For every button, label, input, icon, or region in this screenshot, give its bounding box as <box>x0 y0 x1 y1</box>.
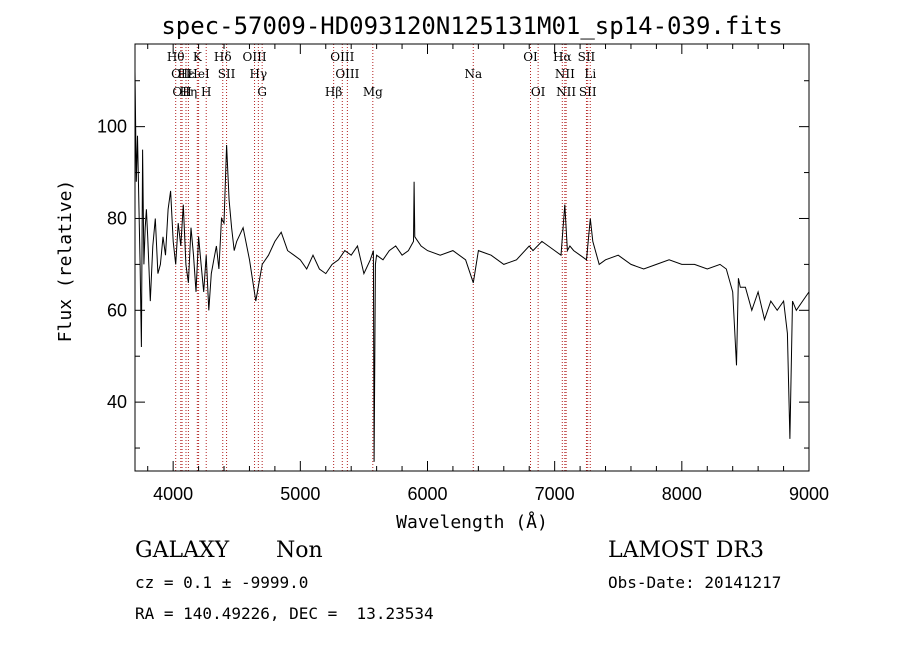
x-axis-ticks: 4000 5000 6000 7000 8000 9000 <box>147 44 829 504</box>
y-tick-label: 40 <box>107 392 127 412</box>
spectrum-series-line <box>134 71 810 462</box>
redshift-readout: cz = 0.1 ± -9999.0 <box>135 573 309 592</box>
spectral-line-label: Hα <box>553 50 572 64</box>
x-tick-label: 4000 <box>153 484 193 504</box>
x-axis-label: Wavelength (Å) <box>396 511 548 533</box>
object-class: GALAXY <box>135 538 230 563</box>
chart-title: spec-57009-HD093120N125131M01_sp14-039.f… <box>161 12 782 40</box>
spectral-line-markers <box>175 44 591 471</box>
y-tick-label: 100 <box>97 117 127 137</box>
spectral-line-label: OI <box>531 85 546 99</box>
spectral-line-label: NII <box>556 85 576 99</box>
spectral-line-label: SII <box>578 50 596 64</box>
spectral-line-label: Hδ <box>214 50 232 64</box>
spectral-line-label: Li <box>584 67 596 81</box>
spectral-line-label: OII <box>171 67 191 81</box>
spectral-line-label: H <box>201 85 211 99</box>
x-tick-label: 9000 <box>789 484 829 504</box>
spectral-line-label: Hε <box>178 67 195 81</box>
spectral-line-label: Hη <box>180 85 198 99</box>
spectrum-chart: spec-57009-HD093120N125131M01_sp14-039.f… <box>55 12 829 533</box>
spectral-line-label: OI <box>523 50 538 64</box>
spectral-line-label: NII <box>555 67 575 81</box>
spectral-line-label: OII <box>172 85 192 99</box>
y-axis-label: Flux (relative) <box>55 180 76 343</box>
spectral-line-label: SII <box>218 67 236 81</box>
x-tick-label: 8000 <box>662 484 702 504</box>
y-axis-ticks: 40 60 80 100 <box>97 80 809 449</box>
spectral-line-label: G <box>257 85 267 99</box>
spectral-line-label: K <box>193 50 203 64</box>
spectral-line-label: Hθ <box>167 50 185 64</box>
plot-frame <box>134 43 810 472</box>
x-tick-label: 6000 <box>407 484 447 504</box>
spectral-line-label: Na <box>464 67 482 81</box>
spectral-line-label: HeI <box>187 67 210 81</box>
obs-date: Obs-Date: 20141217 <box>608 573 782 592</box>
object-subclass: Non <box>276 538 323 563</box>
spectral-line-label: OIII <box>330 50 354 64</box>
spectral-line-label: Mg <box>363 85 383 99</box>
y-tick-label: 80 <box>107 208 127 228</box>
coordinates-readout: RA = 140.49226, DEC = 13.23534 <box>135 604 434 623</box>
spectral-line-label: Hβ <box>325 85 342 99</box>
spectral-line-label: OIII <box>243 50 267 64</box>
x-tick-label: 5000 <box>280 484 320 504</box>
y-tick-label: 60 <box>107 300 127 320</box>
spectral-line-label: SII <box>579 85 597 99</box>
spectral-line-label: OIII <box>335 67 359 81</box>
survey-name: LAMOST DR3 <box>608 538 764 563</box>
spectral-line-label: Hγ <box>250 67 268 81</box>
x-tick-label: 7000 <box>535 484 575 504</box>
